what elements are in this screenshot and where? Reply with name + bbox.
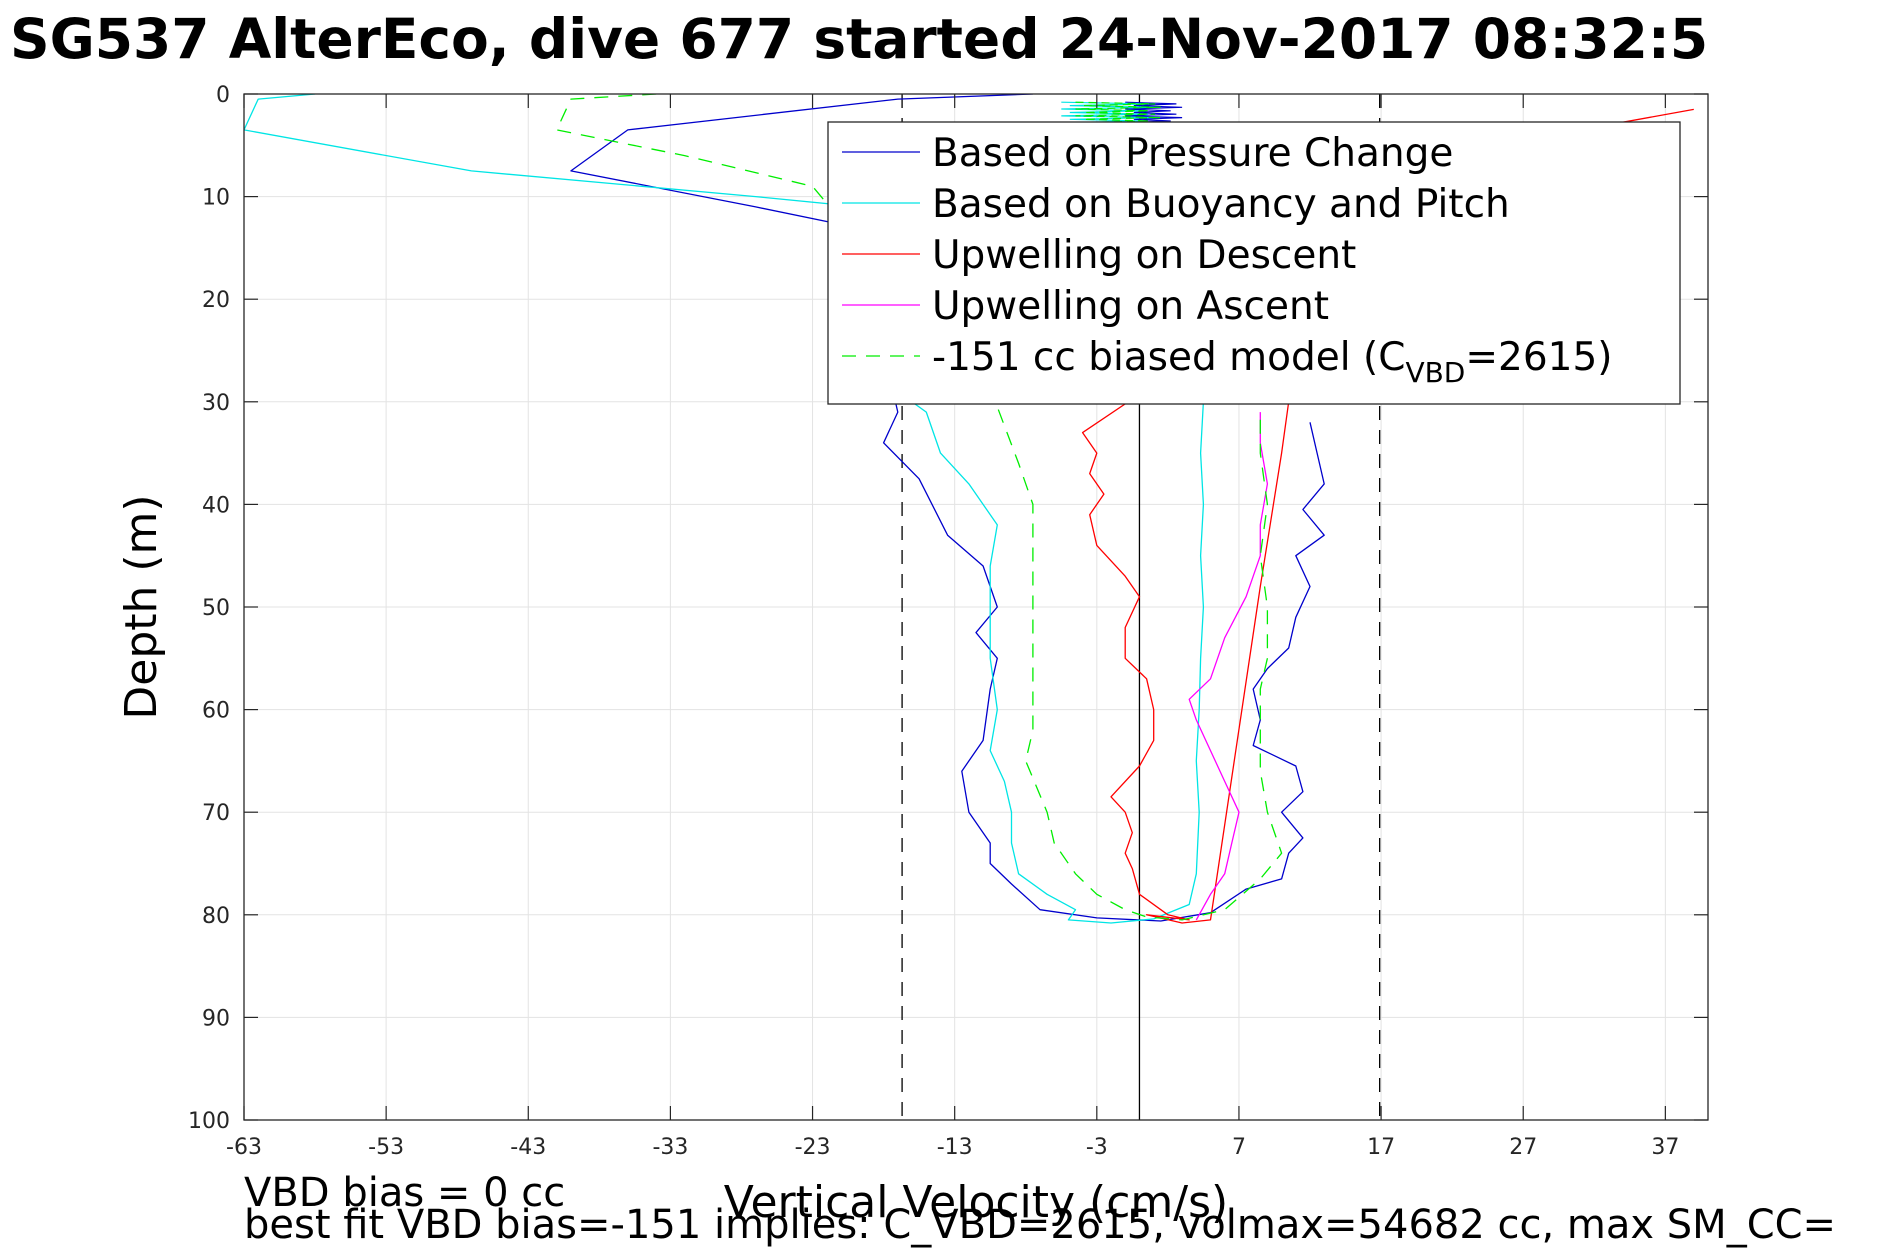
x-tick-label-10: 37 [1651, 1135, 1679, 1160]
y-tick-label-5: 50 [202, 596, 230, 621]
x-tick-label-9: 27 [1509, 1135, 1537, 1160]
y-tick-label-9: 90 [202, 1006, 230, 1031]
legend-label-descent: Upwelling on Descent [932, 233, 1356, 278]
x-tick-label-2: -43 [510, 1135, 546, 1160]
x-tick-label-6: -3 [1086, 1135, 1108, 1160]
y-tick-label-1: 10 [202, 186, 230, 211]
y-axis-label: Depth (m) [116, 494, 167, 719]
legend-label-model: -151 cc biased model (CVBD=2615) [932, 335, 1613, 389]
x-tick-label-3: -33 [652, 1135, 688, 1160]
x-tick-label-5: -13 [937, 1135, 973, 1160]
x-axis-label: Vertical Velocity (cm/s) [724, 1177, 1228, 1228]
x-tick-label-7: 7 [1232, 1135, 1246, 1160]
x-tick-label-4: -23 [795, 1135, 831, 1160]
legend-label-ascent: Upwelling on Ascent [932, 284, 1329, 329]
x-axis-ticks: -63 -53 -43 -33 -23 -13 -3 7 17 27 37 [226, 94, 1679, 1160]
series-line-4 [556, 94, 1283, 921]
surface-jitter-2 [1075, 101, 1161, 124]
y-tick-label-10: 100 [188, 1109, 230, 1134]
x-tick-label-8: 17 [1367, 1135, 1395, 1160]
series-layer [244, 94, 1694, 924]
y-tick-label-7: 70 [202, 801, 230, 826]
y-tick-label-6: 60 [202, 699, 230, 724]
x-tick-label-0: -63 [226, 1135, 262, 1160]
surface-jitter-0 [1125, 101, 1183, 124]
series-line-0 [570, 94, 1325, 922]
legend-label-model-suffix: =2615) [1465, 335, 1612, 380]
legend: Based on Pressure Change Based on Buoyan… [827, 121, 1681, 405]
legend-label-model-prefix: -151 cc biased model (C [932, 335, 1405, 380]
y-axis-ticks: 0 10 20 30 40 50 60 70 80 90 100 [188, 83, 1708, 1134]
x-tick-label-1: -53 [368, 1135, 404, 1160]
y-tick-label-2: 20 [202, 288, 230, 313]
footnote-vbd-bias: VBD bias = 0 cc [244, 1170, 565, 1216]
y-tick-label-8: 80 [202, 904, 230, 929]
legend-label-buoyancy: Based on Buoyancy and Pitch [932, 182, 1510, 227]
y-tick-label-3: 30 [202, 391, 230, 416]
legend-box [827, 121, 1681, 405]
footnote-best-fit: best fit VBD bias=-151 implies: C_VBD=26… [244, 1202, 1836, 1248]
y-tick-label-0: 0 [216, 83, 230, 108]
chart-title: SG537 AlterEco, dive 677 started 24-Nov-… [10, 7, 1708, 71]
surface-jitter-1 [1061, 101, 1154, 124]
series-line-3 [1188, 412, 1269, 921]
legend-label-pressure: Based on Pressure Change [932, 131, 1453, 176]
legend-label-model-sub: VBD [1405, 356, 1465, 389]
y-tick-label-4: 40 [202, 493, 230, 518]
series-line-2 [1081, 108, 1694, 924]
